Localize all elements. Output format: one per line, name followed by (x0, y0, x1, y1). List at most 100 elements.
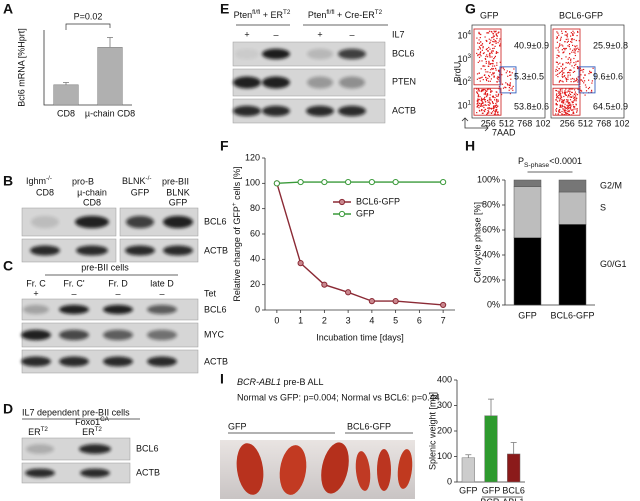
event-dot (576, 60, 579, 62)
event-dot (555, 74, 557, 76)
event-dot (557, 70, 559, 72)
event-dot (563, 95, 565, 98)
event-dot (559, 62, 561, 64)
event-dot (569, 63, 571, 65)
event-dot (558, 34, 560, 36)
event-dot (493, 107, 495, 109)
event-dot (499, 45, 501, 47)
event-dot (481, 110, 483, 112)
event-dot (575, 93, 577, 95)
event-dot (574, 46, 577, 48)
event-dot (478, 102, 480, 104)
event-dot (560, 94, 562, 96)
event-dot (476, 88, 478, 90)
event-dot (485, 39, 487, 42)
event-dot (578, 49, 580, 51)
event-dot (568, 44, 570, 46)
event-dot (480, 97, 483, 99)
event-dot (565, 99, 568, 101)
event-dot (561, 96, 563, 98)
event-dot (561, 101, 563, 103)
y-tick-label-part: 10 (457, 31, 467, 41)
event-dot (485, 62, 487, 64)
event-dot (572, 95, 574, 97)
event-dot (486, 113, 488, 115)
event-dot (498, 40, 500, 42)
event-dot (485, 71, 487, 73)
treatment: – (273, 29, 278, 39)
event-dot (483, 110, 485, 112)
event-dot (556, 36, 558, 38)
event-dot (476, 78, 478, 80)
y-tick-label: 0 (255, 304, 260, 314)
event-dot (496, 104, 498, 106)
lane-label-part: Foxo1 (75, 417, 100, 427)
event-dot (493, 47, 495, 49)
event-dot (555, 94, 558, 96)
event-dot (490, 78, 492, 80)
event-dot (572, 77, 574, 80)
x-tick-label: 102 (535, 118, 550, 128)
event-dot (488, 63, 490, 65)
event-dot (481, 76, 483, 78)
event-dot (496, 81, 498, 83)
event-dot (488, 111, 490, 113)
event-dot (490, 91, 492, 93)
event-dot (566, 41, 568, 43)
event-dot (577, 76, 579, 78)
event-dot (478, 31, 480, 33)
event-dot (478, 94, 480, 96)
event-dot (497, 99, 499, 101)
spleen (321, 442, 349, 494)
event-dot (564, 114, 566, 116)
event-dot (481, 43, 484, 45)
event-dot (574, 91, 576, 93)
axis-arrow (461, 117, 489, 132)
event-dot (573, 97, 575, 99)
point (345, 178, 352, 186)
event-dot (491, 107, 493, 109)
event-dot (573, 62, 575, 64)
x-tick-label: 768 (596, 118, 611, 128)
event-dot (575, 95, 577, 97)
legend-marker (338, 210, 346, 218)
event-dot (482, 105, 484, 107)
event-dot (496, 95, 498, 97)
event-dot (495, 100, 498, 102)
event-dot (573, 67, 575, 69)
cell-type: pro-B (72, 176, 94, 186)
event-dot (565, 110, 567, 112)
blot-band (80, 468, 110, 478)
panel-title-part: BCR-ABL1 (237, 377, 281, 387)
y-tick-label-part: 2 (467, 76, 471, 83)
event-dot (488, 88, 490, 90)
spleen (397, 449, 413, 489)
event-dot (571, 91, 573, 93)
event-dot (583, 77, 585, 79)
event-dot (592, 67, 594, 69)
y-tick-label-part: 10 (457, 78, 467, 88)
event-dot (555, 110, 557, 112)
event-dot (576, 77, 578, 79)
event-dot (565, 38, 567, 40)
panel-title-part: pre-B ALL (281, 377, 324, 387)
event-dot (485, 89, 487, 91)
event-dot (568, 71, 570, 73)
event-dot (487, 56, 489, 58)
event-dot (584, 80, 586, 82)
panel-letter: C (3, 258, 13, 274)
genotype: Ptenfl/fl + ERT2 (234, 9, 291, 20)
event-dot (489, 52, 491, 54)
event-dot (497, 105, 499, 107)
event-dot (563, 51, 565, 53)
event-dot (509, 71, 511, 73)
event-dot (482, 102, 484, 104)
event-dot (564, 106, 566, 108)
lane-label: Foxo1CA (75, 416, 110, 427)
event-dot (480, 103, 482, 105)
x-tick-label: 512 (499, 118, 514, 128)
event-dot (495, 33, 497, 35)
x-tick-label: 5 (393, 315, 398, 325)
x-tick-label: 2 (322, 315, 327, 325)
event-dot (576, 66, 578, 68)
